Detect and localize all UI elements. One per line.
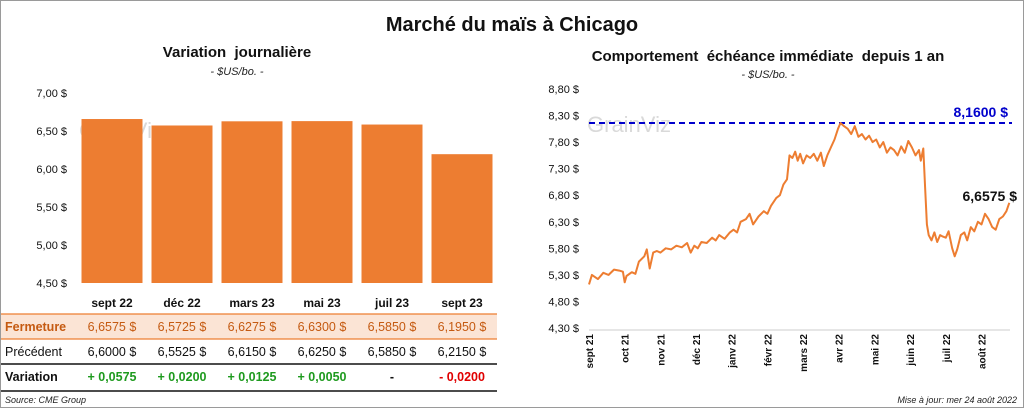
bar-1 xyxy=(151,125,213,284)
table-cell: - xyxy=(390,370,394,384)
line-y-tick-label: 7,30 $ xyxy=(548,164,579,176)
bar-2 xyxy=(221,121,283,283)
line-x-tick-label: juil 22 xyxy=(942,334,953,364)
line-x-tick-label: nov 21 xyxy=(656,334,667,366)
bar-y-tick-label: 4,50 $ xyxy=(36,278,67,290)
table-cell: 6,6275 $ xyxy=(228,320,277,334)
line-x-axis: sept 21 oct 21 nov 21 déc 21 janv 22 févr 22 m… xyxy=(585,329,1010,372)
line-y-tick-label: 6,30 $ xyxy=(548,217,579,229)
line-y-tick-label: 8,80 $ xyxy=(548,84,579,96)
table-cell: 6,1950 $ xyxy=(438,320,487,334)
line-x-tick-label: févr 22 xyxy=(763,334,774,367)
table-cell: 6,5850 $ xyxy=(368,320,417,334)
line-x-tick-label: mars 22 xyxy=(799,334,810,372)
bar-x-tick-label: mars 23 xyxy=(229,296,275,310)
line-y-tick-label: 6,80 $ xyxy=(548,190,579,202)
table-cell: + 0,0200 xyxy=(157,370,206,384)
left-chart-title: Variation journalière xyxy=(163,44,311,61)
table-row-label: Précédent xyxy=(5,345,63,359)
bar-x-tick-label: sept 23 xyxy=(441,296,483,310)
table-cell: 6,6250 $ xyxy=(298,345,347,359)
table-row-label: Fermeture xyxy=(5,320,66,334)
table-cell: 6,5725 $ xyxy=(158,320,207,334)
line-x-tick-label: avr 22 xyxy=(835,334,846,363)
table-cell: 6,6575 $ xyxy=(88,320,137,334)
last-value-label: 6,6575 $ xyxy=(963,188,1018,204)
bar-y-tick-label: 6,00 $ xyxy=(36,164,67,176)
bar-y-tick-label: 7,00 $ xyxy=(36,88,67,100)
table-cell: 6,6000 $ xyxy=(88,345,137,359)
table-cell: 6,6150 $ xyxy=(228,345,277,359)
bar-x-tick-label: déc 22 xyxy=(163,296,201,310)
left-chart-subtitle: - $US/bo. - xyxy=(210,66,264,78)
line-x-tick-label: juin 22 xyxy=(906,334,917,367)
bar-x-tick-label: sept 22 xyxy=(91,296,133,310)
line-x-tick-label: oct 21 xyxy=(621,334,632,363)
bar-x-tick-label: juil 23 xyxy=(374,296,409,310)
line-x-tick-label: août 22 xyxy=(977,334,988,369)
max-value-label: 8,1600 $ xyxy=(954,104,1009,120)
line-x-tick-label: sept 21 xyxy=(585,334,596,369)
bar-x-axis: sept 22 déc 22 mars 23 mai 23 juil 23 sept 23 xyxy=(91,296,483,310)
bar-4 xyxy=(361,124,423,283)
watermark-right: GrainViz xyxy=(587,112,671,137)
table-cell: 6,2150 $ xyxy=(438,345,487,359)
line-y-tick-label: 4,30 $ xyxy=(548,323,579,335)
line-y-tick-label: 5,30 $ xyxy=(548,270,579,282)
table-cell: 6,5850 $ xyxy=(368,345,417,359)
bar-y-tick-label: 5,50 $ xyxy=(36,202,67,214)
bar-y-tick-label: 5,00 $ xyxy=(36,240,67,252)
bar-3 xyxy=(291,121,353,284)
line-x-tick-label: déc 21 xyxy=(692,334,703,366)
line-marks: 6,6575 $ xyxy=(588,122,1018,285)
page-title: Marché du maïs à Chicago xyxy=(386,14,638,36)
right-chart-title: Comportement échéance immédiate depuis 1… xyxy=(592,48,945,65)
line-y-tick-label: 8,30 $ xyxy=(548,111,579,123)
table-cell: 6,5525 $ xyxy=(158,345,207,359)
bar-y-tick-label: 6,50 $ xyxy=(36,126,67,138)
table-cell: - 0,0200 xyxy=(439,370,485,384)
line-y-tick-label: 5,80 $ xyxy=(548,243,579,255)
update-note: Mise à jour: mer 24 août 2022 xyxy=(897,395,1017,405)
bar-x-tick-label: mai 23 xyxy=(303,296,341,310)
table-cell: + 0,0125 xyxy=(227,370,276,384)
table-cell: + 0,0050 xyxy=(297,370,346,384)
price-series-line xyxy=(588,122,1011,285)
source-note: Source: CME Group xyxy=(5,395,86,405)
line-y-tick-label: 4,80 $ xyxy=(548,296,579,308)
line-x-tick-label: janv 22 xyxy=(728,334,739,369)
table-cell: 6,6300 $ xyxy=(298,320,347,334)
right-chart-subtitle: - $US/bo. - xyxy=(741,69,795,81)
line-y-axis: 4,30 $ 4,80 $ 5,30 $ 5,80 $ 6,30 $ 6,80 $ 7,30… xyxy=(548,84,579,335)
line-x-tick-label: mai 22 xyxy=(870,334,881,366)
bar-marks xyxy=(81,119,493,284)
line-reference-lines: 8,1600 $ xyxy=(589,104,1012,124)
bar-y-axis: 4,50 $ 5,00 $ 5,50 $ 6,00 $ 6,50 $ 7,00 $ xyxy=(36,88,67,290)
data-table: Fermeture 6,6575 $ 6,5725 $ 6,6275 $ 6,6300 … xyxy=(1,313,497,392)
bar-5 xyxy=(431,154,493,283)
bar-0 xyxy=(81,119,143,283)
table-cell: + 0,0575 xyxy=(87,370,136,384)
table-row-label: Variation xyxy=(5,370,58,384)
line-y-tick-label: 7,80 $ xyxy=(548,137,579,149)
fermeture-row-band xyxy=(1,314,497,339)
